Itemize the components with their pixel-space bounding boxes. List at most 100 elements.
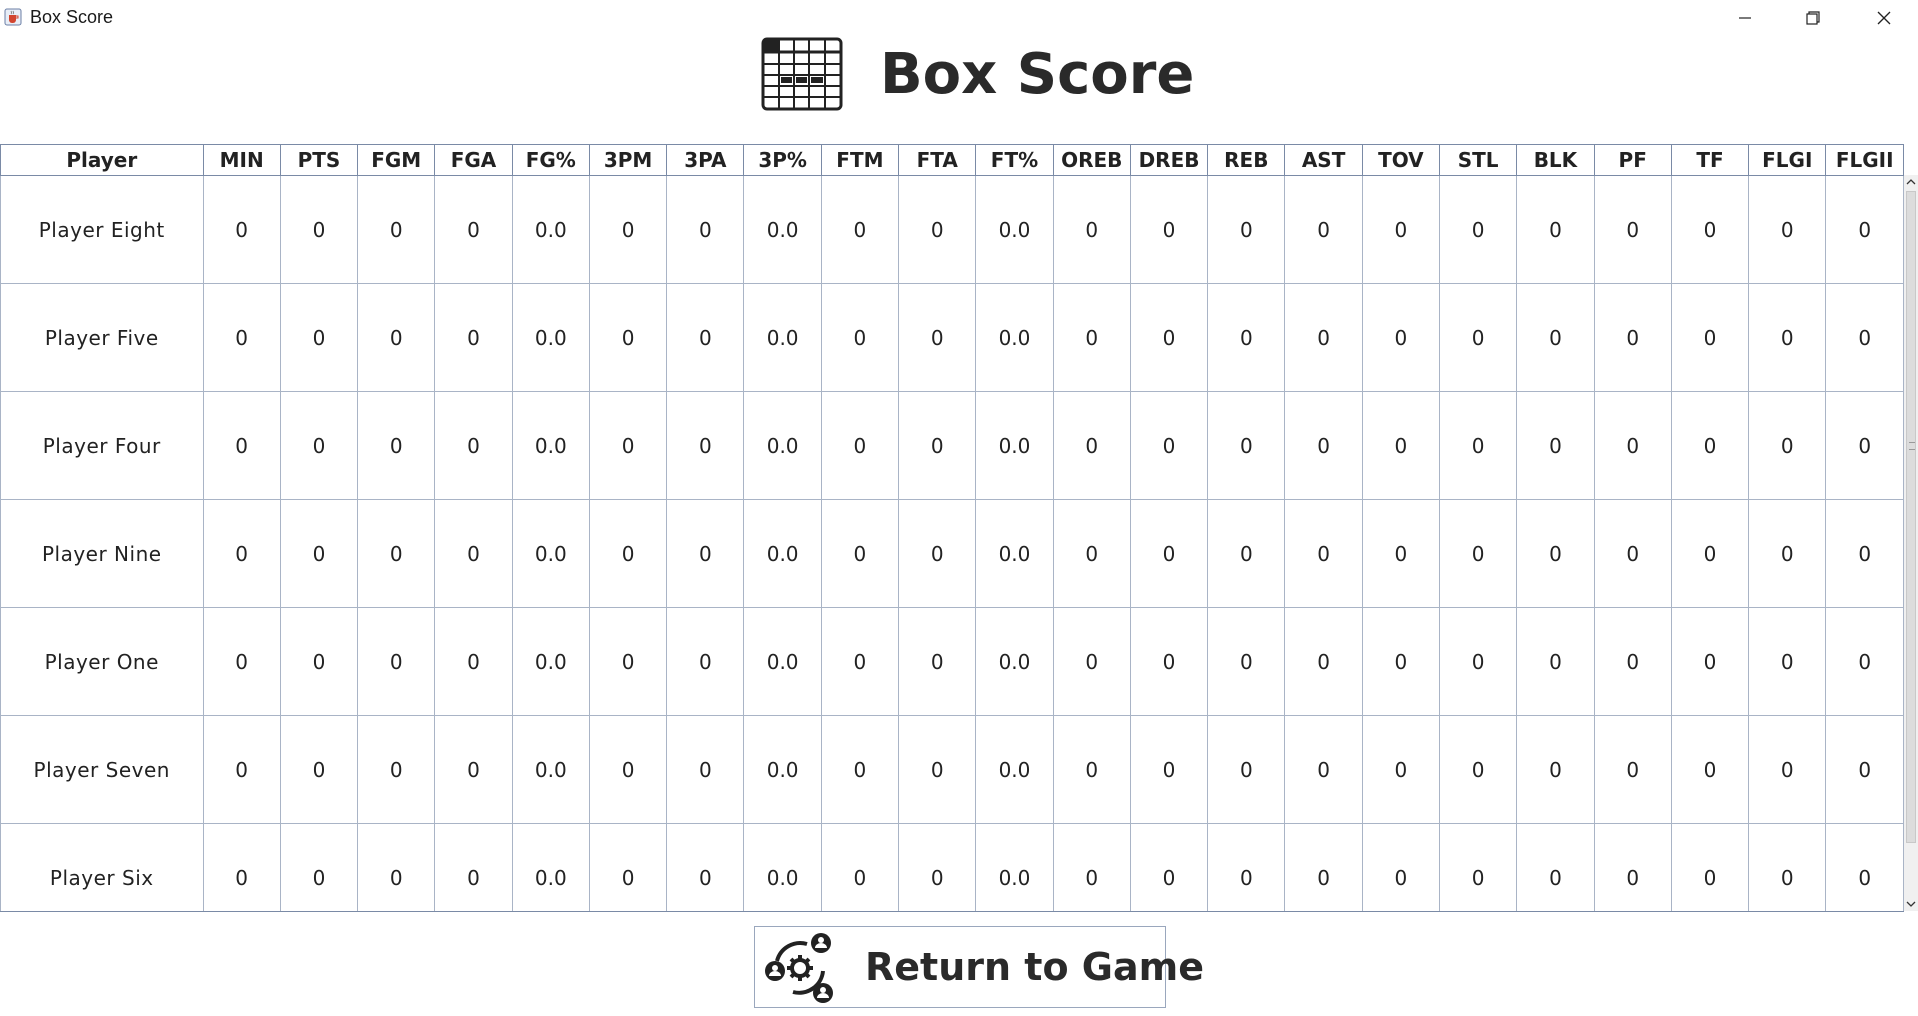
stat-cell[interactable]: 0	[1825, 607, 1904, 716]
stat-cell[interactable]: 0	[1129, 607, 1209, 716]
table-row[interactable]: Player Four 0 0 0 0 0.0 0 0 0.0 0 0 0.0 0 0 0 0 0 0 0 0 0 0 0	[0, 391, 1904, 500]
table-row[interactable]: Player Five 0 0 0 0 0.0 0 0 0.0 0 0 0.0 0 0 0 0 0 0 0 0 0 0 0	[0, 283, 1904, 392]
stat-cell[interactable]: 0	[820, 823, 900, 911]
column-header-3pm[interactable]: 3PM	[588, 144, 668, 176]
stat-cell[interactable]: 0	[279, 175, 359, 284]
stat-cell[interactable]: 0	[1670, 175, 1750, 284]
stat-cell[interactable]: 0	[279, 283, 359, 392]
column-header-min[interactable]: MIN	[202, 144, 281, 176]
stat-cell[interactable]: 0	[1129, 391, 1209, 500]
stat-cell[interactable]: 0	[666, 175, 745, 284]
stat-cell[interactable]: 0	[820, 499, 900, 608]
column-header-stl[interactable]: STL	[1439, 144, 1518, 176]
stat-cell[interactable]: 0	[1129, 715, 1209, 824]
stat-cell[interactable]: 0	[1593, 607, 1672, 716]
stat-cell[interactable]: 0	[434, 607, 513, 716]
stat-cell[interactable]: 0	[666, 283, 745, 392]
column-header-player[interactable]: Player	[0, 144, 204, 176]
column-header-dreb[interactable]: DREB	[1129, 144, 1209, 176]
stat-cell[interactable]: 0	[1748, 715, 1827, 824]
player-name-cell[interactable]: Player Six	[0, 823, 204, 911]
stat-cell[interactable]: 0	[1593, 175, 1672, 284]
stat-cell[interactable]: 0	[898, 391, 977, 500]
stat-cell[interactable]: 0	[1439, 391, 1518, 500]
stat-cell[interactable]: 0	[588, 499, 668, 608]
scroll-up-button[interactable]	[1904, 175, 1918, 189]
stat-cell[interactable]: 0	[1748, 823, 1827, 911]
column-header-pts[interactable]: PTS	[279, 144, 359, 176]
stat-cell[interactable]: 0	[898, 499, 977, 608]
stat-cell[interactable]: 0.0	[511, 175, 590, 284]
column-header-ast[interactable]: AST	[1284, 144, 1363, 176]
stat-cell[interactable]: 0	[1439, 175, 1518, 284]
stat-cell[interactable]: 0	[820, 175, 900, 284]
stat-cell[interactable]: 0	[1361, 607, 1441, 716]
stat-cell[interactable]: 0	[1052, 283, 1131, 392]
stat-cell[interactable]: 0	[1361, 283, 1441, 392]
stat-cell[interactable]: 0	[357, 607, 436, 716]
scroll-thumb[interactable]	[1906, 191, 1916, 843]
stat-cell[interactable]: 0	[1052, 175, 1131, 284]
stat-cell[interactable]: 0	[1207, 283, 1286, 392]
stat-cell[interactable]: 0	[1748, 391, 1827, 500]
table-viewport[interactable]: Player MIN PTS FGM FGA FG% 3PM 3PA 3P% FTM FTA FT% O…	[0, 144, 1904, 912]
stat-cell[interactable]: 0	[1748, 175, 1827, 284]
stat-cell[interactable]: 0	[898, 607, 977, 716]
stat-cell[interactable]: 0	[279, 823, 359, 911]
stat-cell[interactable]: 0	[1670, 823, 1750, 911]
stat-cell[interactable]: 0	[898, 823, 977, 911]
stat-cell[interactable]: 0	[666, 391, 745, 500]
stat-cell[interactable]: 0	[1825, 283, 1904, 392]
column-header-ftm[interactable]: FTM	[820, 144, 900, 176]
stat-cell[interactable]: 0.0	[975, 499, 1054, 608]
vertical-scrollbar[interactable]	[1904, 175, 1918, 911]
column-header-blk[interactable]: BLK	[1516, 144, 1595, 176]
stat-cell[interactable]: 0	[1052, 823, 1131, 911]
stat-cell[interactable]: 0.0	[743, 283, 822, 392]
stat-cell[interactable]: 0	[357, 715, 436, 824]
player-name-cell[interactable]: Player Seven	[0, 715, 204, 824]
stat-cell[interactable]: 0	[1361, 391, 1441, 500]
stat-cell[interactable]: 0	[202, 715, 281, 824]
stat-cell[interactable]: 0	[1825, 391, 1904, 500]
stat-cell[interactable]: 0	[666, 823, 745, 911]
stat-cell[interactable]: 0.0	[511, 607, 590, 716]
stat-cell[interactable]: 0	[357, 823, 436, 911]
close-button[interactable]	[1850, 0, 1918, 36]
stat-cell[interactable]: 0	[1052, 715, 1131, 824]
stat-cell[interactable]: 0	[1593, 499, 1672, 608]
column-header-fgm[interactable]: FGM	[357, 144, 436, 176]
stat-cell[interactable]: 0	[1593, 715, 1672, 824]
stat-cell[interactable]: 0	[1670, 499, 1750, 608]
stat-cell[interactable]: 0	[434, 391, 513, 500]
stat-cell[interactable]: 0	[1207, 175, 1286, 284]
stat-cell[interactable]: 0	[898, 175, 977, 284]
stat-cell[interactable]: 0	[1284, 391, 1363, 500]
stat-cell[interactable]: 0	[1284, 175, 1363, 284]
player-name-cell[interactable]: Player Eight	[0, 175, 204, 284]
stat-cell[interactable]: 0	[1361, 715, 1441, 824]
stat-cell[interactable]: 0	[1207, 499, 1286, 608]
stat-cell[interactable]: 0	[1670, 715, 1750, 824]
stat-cell[interactable]: 0	[202, 823, 281, 911]
stat-cell[interactable]: 0	[279, 499, 359, 608]
stat-cell[interactable]: 0	[1207, 823, 1286, 911]
stat-cell[interactable]: 0	[1129, 823, 1209, 911]
stat-cell[interactable]: 0	[1129, 499, 1209, 608]
player-name-cell[interactable]: Player Nine	[0, 499, 204, 608]
stat-cell[interactable]: 0	[1439, 499, 1518, 608]
stat-cell[interactable]: 0	[1284, 499, 1363, 608]
column-header-tov[interactable]: TOV	[1361, 144, 1441, 176]
stat-cell[interactable]: 0	[1593, 283, 1672, 392]
stat-cell[interactable]: 0.0	[511, 823, 590, 911]
stat-cell[interactable]: 0	[1439, 283, 1518, 392]
stat-cell[interactable]: 0	[1516, 499, 1595, 608]
stat-cell[interactable]: 0	[1052, 499, 1131, 608]
stat-cell[interactable]: 0	[279, 391, 359, 500]
stat-cell[interactable]: 0	[820, 391, 900, 500]
stat-cell[interactable]: 0	[1207, 607, 1286, 716]
stat-cell[interactable]: 0	[1516, 175, 1595, 284]
column-header-ft-pct[interactable]: FT%	[975, 144, 1054, 176]
stat-cell[interactable]: 0	[588, 823, 668, 911]
stat-cell[interactable]: 0	[1052, 391, 1131, 500]
